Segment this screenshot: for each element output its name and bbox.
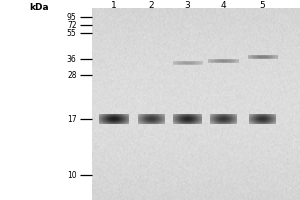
Text: 17: 17	[67, 114, 76, 123]
Text: kDa: kDa	[29, 2, 49, 11]
Text: 10: 10	[67, 170, 76, 180]
Text: 95: 95	[67, 12, 76, 21]
Text: 5: 5	[260, 0, 266, 9]
Text: 3: 3	[184, 0, 190, 9]
Text: 2: 2	[149, 0, 154, 9]
Text: 1: 1	[111, 0, 117, 9]
Text: 55: 55	[67, 28, 76, 38]
Text: 36: 36	[67, 54, 76, 64]
Text: 72: 72	[67, 21, 76, 29]
Text: 28: 28	[67, 71, 76, 79]
Text: 4: 4	[221, 0, 226, 9]
